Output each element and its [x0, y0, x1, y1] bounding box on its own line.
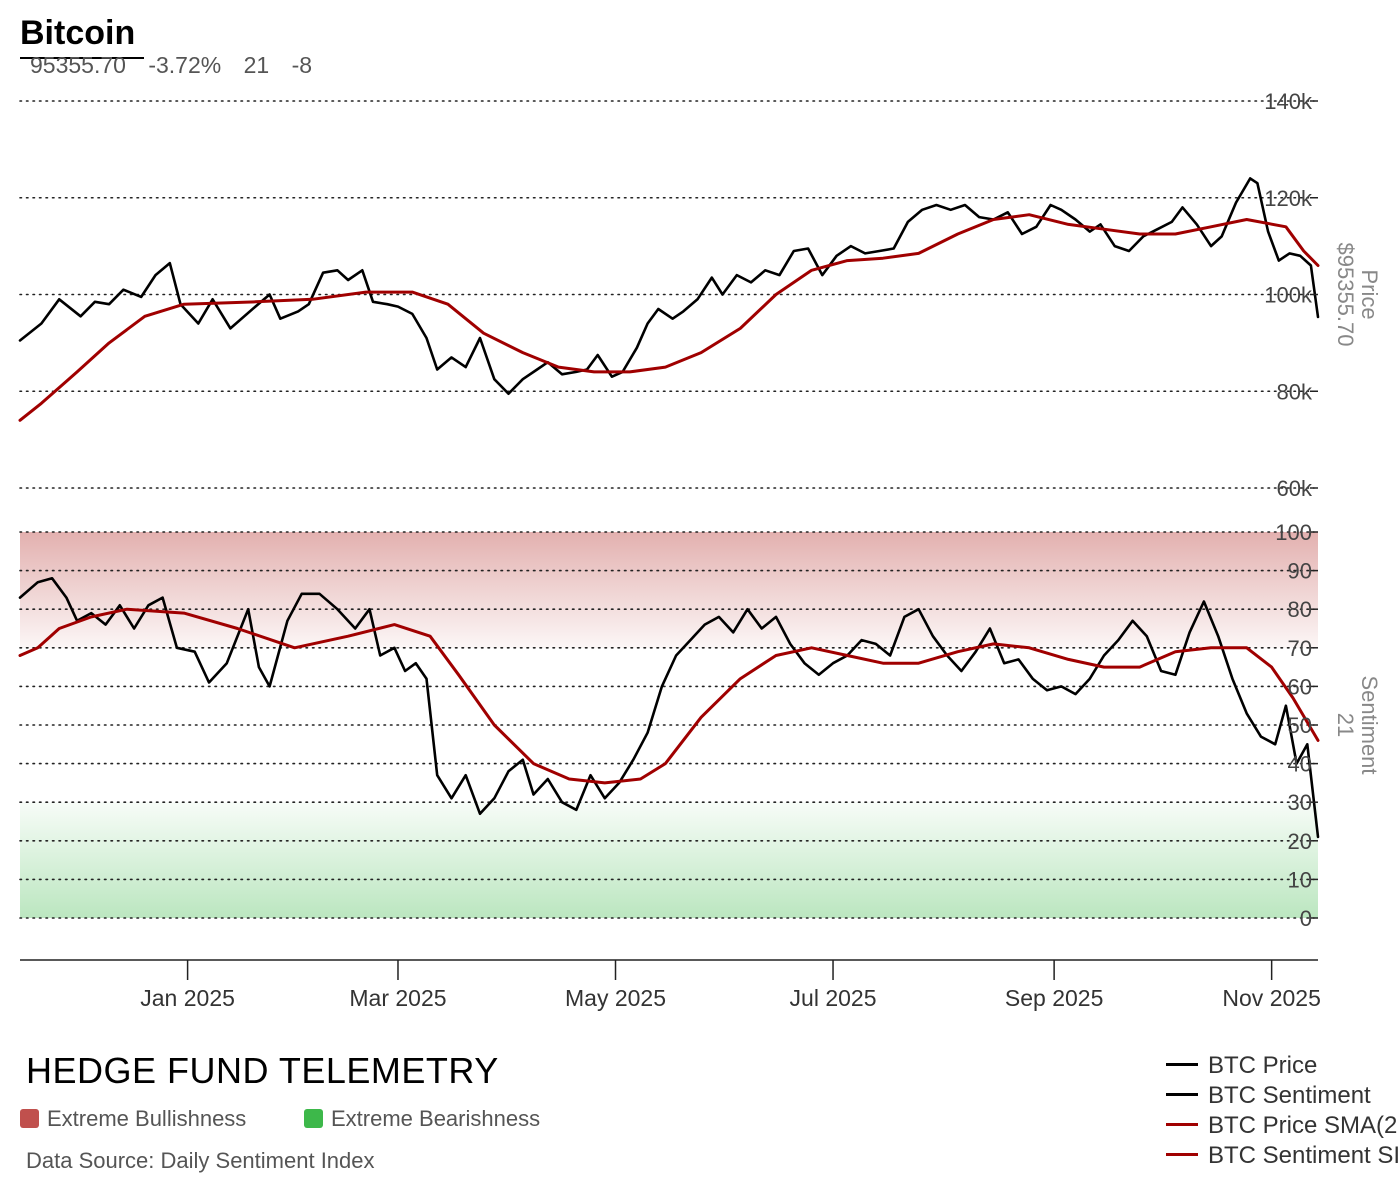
x-tick-label: Jul 2025	[790, 985, 877, 1011]
band-extreme-bullishness	[20, 532, 1318, 648]
price-change: -3.72%	[148, 52, 222, 78]
legend-item-btc-sentiment[interactable]: BTC Sentiment	[1166, 1082, 1400, 1112]
band-extreme-bearishness	[20, 802, 1318, 918]
sentiment-y-tick-label: 90	[1288, 559, 1312, 584]
legend-line	[1166, 1123, 1198, 1126]
sentiment-y-tick-label: 0	[1300, 906, 1312, 931]
sentiment-y-tick-label: 50	[1288, 713, 1312, 738]
brand-name: HEDGE FUND TELEMETRY	[26, 1050, 499, 1091]
sentiment-y-tick-label: 80	[1288, 597, 1312, 622]
bull-swatch	[20, 1109, 39, 1128]
x-tick-label: May 2025	[565, 985, 666, 1011]
price-y-tick-label: 80k	[1277, 379, 1313, 404]
series-btc-sentiment	[18, 577, 1320, 839]
sentiment-axis-title: Sentiment21	[1333, 675, 1382, 774]
sentiment-y-tick-label: 10	[1288, 867, 1312, 892]
header-stats: 95355.70 -3.72% 21 -8	[30, 52, 328, 79]
last-price: 95355.70	[30, 52, 126, 78]
axes: 140k120k100k80k60kPrice$95355.7010090807…	[20, 89, 1382, 1011]
legend-line	[1166, 1153, 1198, 1156]
sentiment-y-tick-label: 70	[1288, 636, 1312, 661]
legend-item-btc-sentiment-sma[interactable]: BTC Sentiment SI	[1166, 1142, 1400, 1172]
key-extreme-bearishness: Extreme Bearishness	[304, 1106, 540, 1132]
chart-title: Bitcoin	[20, 14, 136, 52]
series	[18, 177, 1320, 839]
series-btc-sentiment-si	[18, 607, 1320, 785]
legend-line	[1166, 1093, 1198, 1096]
sentiment-axis-value: 21	[1333, 713, 1358, 737]
series-btc-price	[18, 177, 1320, 395]
x-tick-label: Jan 2025	[140, 985, 235, 1011]
price-y-tick-label: 60k	[1277, 476, 1313, 501]
price-axis-label: Price	[1357, 269, 1382, 319]
legend-label: BTC Sentiment	[1208, 1082, 1371, 1109]
bear-swatch	[304, 1109, 323, 1128]
x-tick-label: Nov 2025	[1222, 985, 1320, 1011]
legend-label: BTC Price	[1208, 1052, 1318, 1079]
key-extreme-bullishness: Extreme Bullishness	[20, 1106, 246, 1132]
sentiment-y-tick-label: 60	[1288, 674, 1312, 699]
x-tick-label: Sep 2025	[1005, 985, 1103, 1011]
price-axis-title: Price$95355.70	[1333, 243, 1382, 347]
grid-lines	[19, 100, 1315, 919]
key-bull-label: Extreme Bullishness	[47, 1106, 247, 1131]
sentiment-y-tick-label: 30	[1288, 790, 1312, 815]
sentiment-axis-label: Sentiment	[1357, 675, 1382, 774]
legend-line	[1166, 1063, 1198, 1066]
price-axis-value: $95355.70	[1333, 243, 1358, 347]
price-y-tick-label: 100k	[1264, 283, 1313, 308]
legend-label: BTC Sentiment SI	[1208, 1142, 1400, 1169]
sentiment-y-tick-label: 100	[1275, 520, 1312, 545]
chart-canvas: 140k120k100k80k60kPrice$95355.7010090807…	[18, 89, 1382, 1011]
sentiment-value: 21	[243, 52, 270, 78]
price-y-tick-label: 140k	[1264, 89, 1313, 114]
series-btc-price-sma-2	[18, 213, 1320, 422]
legend-item-btc-price-sma[interactable]: BTC Price SMA(2	[1166, 1112, 1400, 1142]
sentiment-y-tick-label: 40	[1288, 752, 1312, 777]
sentiment-change: -8	[291, 52, 313, 78]
x-tick-label: Mar 2025	[349, 985, 446, 1011]
title-underline	[20, 57, 144, 59]
legend-label: BTC Price SMA(2	[1208, 1112, 1398, 1139]
data-source: Data Source: Daily Sentiment Index	[26, 1148, 375, 1173]
legend: BTC Price BTC Sentiment BTC Price SMA(2 …	[1166, 1052, 1400, 1172]
sentiment-y-tick-label: 20	[1288, 829, 1312, 854]
price-y-tick-label: 120k	[1264, 186, 1313, 211]
key-bear-label: Extreme Bearishness	[331, 1106, 541, 1131]
legend-item-btc-price[interactable]: BTC Price	[1166, 1052, 1400, 1082]
